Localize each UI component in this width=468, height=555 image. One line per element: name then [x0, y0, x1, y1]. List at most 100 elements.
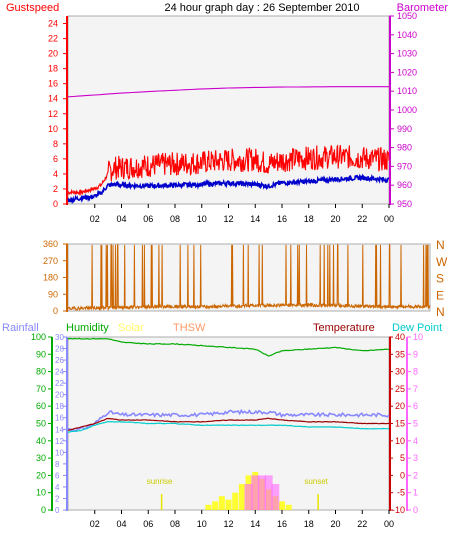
panel3-x-tick-label: 14	[250, 519, 260, 529]
panel3-plot-area	[67, 336, 390, 511]
uv-bar	[244, 484, 253, 510]
panel3-x-tick-label: 06	[143, 519, 153, 529]
solar-bar	[205, 504, 212, 510]
baro-y-tick-label: 1040	[397, 30, 417, 40]
dir-y-tick-label: 90	[48, 289, 58, 299]
humidity-y-tick-label: 80	[36, 367, 46, 377]
gust-y-tick-label: 2	[53, 184, 58, 194]
panel1-x-tick-label: 10	[197, 214, 207, 224]
baro-y-tick-label: 970	[397, 161, 412, 171]
panel1-x-tick-label: 06	[143, 214, 153, 224]
humidity-y-tick-label: 50	[36, 419, 46, 429]
uv-y-tick-label: 8	[413, 367, 418, 377]
humidity-y-tick-label: 100	[31, 332, 46, 342]
rain-left-y-tick-label: 24	[55, 368, 64, 377]
panel3-x-tick-label: 04	[116, 519, 126, 529]
baro-y-tick-label: 950	[397, 199, 412, 209]
baro-y-tick-label: 980	[397, 143, 412, 153]
temp-y-tick-label: -10	[392, 505, 405, 515]
baro-y-tick-label: 990	[397, 124, 412, 134]
solar-bar	[232, 492, 239, 510]
panel3-x-tick-label: 22	[357, 519, 367, 529]
thsw-label: THSW	[173, 322, 206, 334]
compass-label: W	[436, 255, 448, 269]
solar-bar	[238, 484, 245, 510]
rain-left-y-tick-label: 12	[55, 437, 64, 446]
gustspeed-label: Gustspeed	[6, 2, 59, 14]
temp-y-tick-label: 40	[395, 332, 405, 342]
humidity-y-tick-label: 70	[36, 384, 46, 394]
baro-y-tick-label: 1000	[397, 105, 417, 115]
gust-y-tick-label: 4	[53, 169, 58, 179]
temperature-series	[68, 417, 390, 431]
baro-y-tick-label: 1020	[397, 67, 417, 77]
panel1-x-tick-label: 20	[330, 214, 340, 224]
temp-y-tick-label: -5	[397, 488, 405, 498]
dir-y-tick-label: 0	[53, 306, 58, 316]
rain-left-y-tick-label: 16	[55, 414, 64, 423]
temp-y-tick-label: 20	[395, 401, 405, 411]
uv-y-tick-label: 3	[413, 453, 418, 463]
panel3-x-tick-label: 12	[223, 519, 233, 529]
humidity-y-tick-label: 20	[36, 470, 46, 480]
panel3-x-tick-label: 08	[170, 519, 180, 529]
baro-y-tick-label: 1050	[397, 11, 417, 21]
panel1-x-tick-label: 02	[90, 214, 100, 224]
gust-y-tick-label: 16	[48, 79, 58, 89]
rain-left-y-tick-label: 22	[55, 379, 64, 388]
humidity-y-tick-label: 30	[36, 453, 46, 463]
temp-y-tick-label: 5	[400, 453, 405, 463]
humidity-y-tick-label: 90	[36, 349, 46, 359]
solar-bar	[212, 501, 219, 510]
baro-y-tick-label: 1030	[397, 49, 417, 59]
solar-bar	[218, 496, 225, 510]
panel1-x-tick-label: 22	[357, 214, 367, 224]
gust-y-tick-label: 20	[48, 49, 58, 59]
baro-y-tick-label: 960	[397, 180, 412, 190]
humidity-y-tick-label: 10	[36, 488, 46, 498]
uv-y-tick-label: 4	[413, 436, 418, 446]
rainfall-series	[67, 408, 390, 432]
uv-y-tick-label: 1	[413, 488, 418, 498]
compass-label: S	[436, 272, 444, 286]
gust-series	[67, 144, 390, 197]
humidity-y-tick-label: 60	[36, 401, 46, 411]
compass-label: N	[436, 305, 445, 319]
rain-left-y-tick-label: 20	[55, 391, 64, 400]
panel3-x-tick-label: 00	[384, 519, 394, 529]
rain-left-y-tick-label: 18	[55, 402, 64, 411]
gust-y-tick-label: 0	[53, 199, 58, 209]
dewpoint-label: Dew Point	[392, 322, 442, 334]
wind-direction-series	[67, 244, 431, 312]
gust-y-tick-label: 22	[48, 34, 58, 44]
humidity-y-tick-label: 40	[36, 436, 46, 446]
rain-left-y-tick-label: 28	[55, 345, 64, 354]
uv-bar	[271, 484, 280, 510]
uv-y-tick-label: 7	[413, 384, 418, 394]
uv-y-tick-label: 9	[413, 349, 418, 359]
rain-left-y-tick-label: 10	[55, 448, 64, 457]
dir-y-tick-label: 270	[43, 256, 58, 266]
gust-y-tick-label: 10	[48, 124, 58, 134]
gust-y-tick-label: 14	[48, 94, 58, 104]
panel3-x-tick-label: 20	[330, 519, 340, 529]
uv-y-tick-label: 5	[413, 419, 418, 429]
panel2-plot-area	[67, 243, 431, 312]
sunset-label: sunset	[304, 477, 328, 486]
temp-y-tick-label: 10	[395, 436, 405, 446]
rain-left-y-tick-label: 14	[55, 425, 64, 434]
temp-y-tick-label: 0	[400, 470, 405, 480]
dir-y-tick-label: 360	[43, 239, 58, 249]
gust-y-tick-label: 18	[48, 64, 58, 74]
humidity-label: Humidity	[66, 322, 109, 334]
uv-bar	[264, 475, 273, 510]
panel1-x-tick-label: 00	[384, 214, 394, 224]
rain-left-y-tick-label: 26	[55, 356, 64, 365]
compass-label: E	[436, 288, 444, 302]
temp-y-tick-label: 15	[395, 419, 405, 429]
gust-y-tick-label: 8	[53, 139, 58, 149]
uv-y-tick-label: 0	[413, 505, 418, 515]
gust-y-tick-label: 24	[48, 19, 58, 29]
